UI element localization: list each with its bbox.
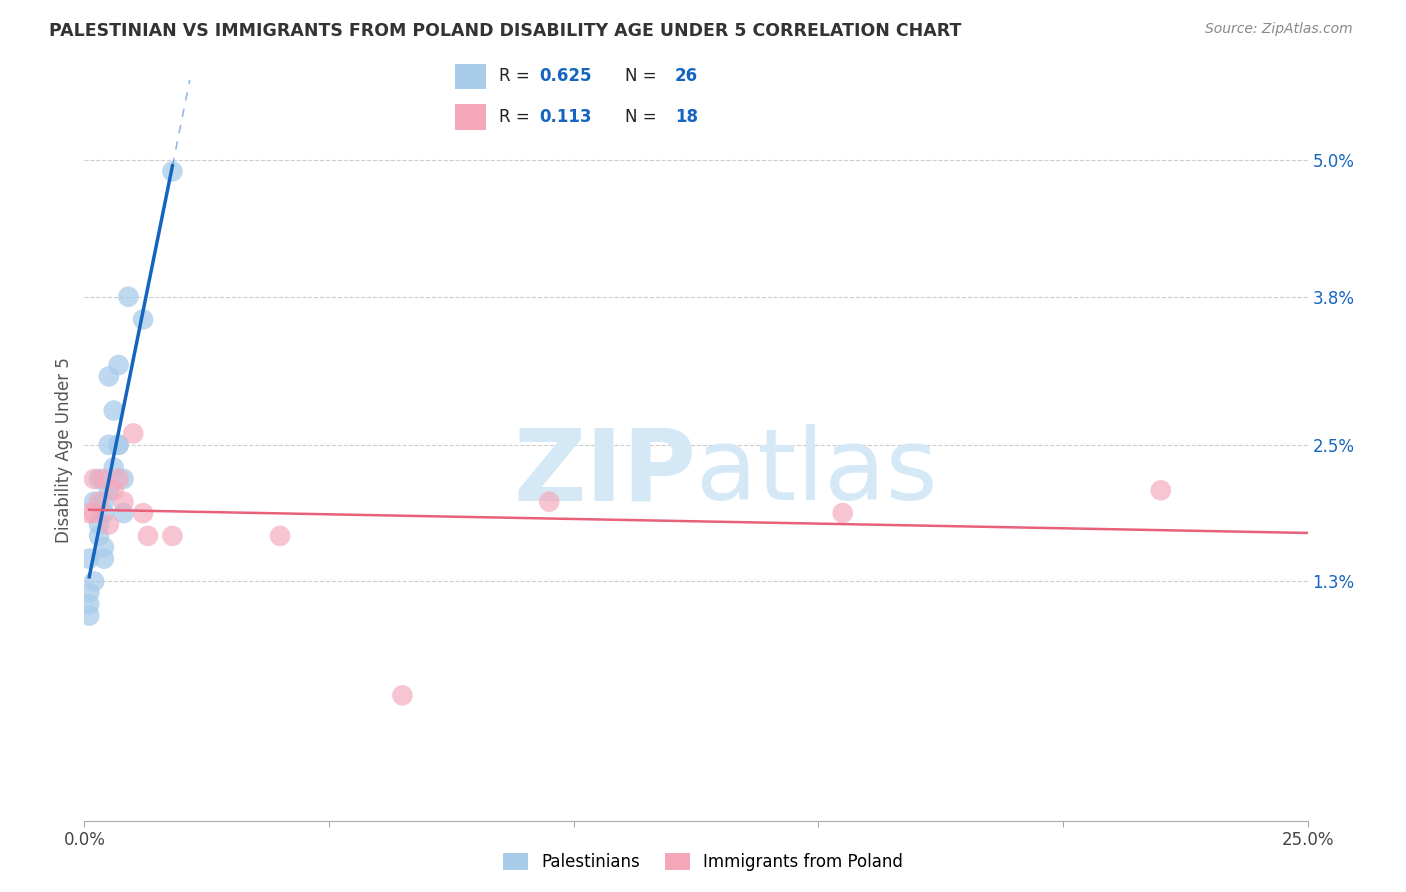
Point <box>97 369 120 384</box>
Point <box>97 517 120 532</box>
Point <box>122 426 145 441</box>
Text: N =: N = <box>626 68 662 86</box>
Point <box>97 438 120 452</box>
Point <box>87 517 110 532</box>
Point <box>132 312 155 326</box>
Point <box>107 472 129 486</box>
Text: 0.625: 0.625 <box>538 68 592 86</box>
Point <box>83 574 105 589</box>
Point <box>132 506 155 520</box>
Point <box>93 472 115 486</box>
Point <box>87 529 110 543</box>
Text: 26: 26 <box>675 68 697 86</box>
Point <box>93 541 115 555</box>
Point <box>77 597 100 611</box>
Point <box>87 472 110 486</box>
Text: 0.113: 0.113 <box>538 108 592 126</box>
Text: Source: ZipAtlas.com: Source: ZipAtlas.com <box>1205 22 1353 37</box>
Point <box>112 472 135 486</box>
Point <box>77 506 100 520</box>
Point <box>93 494 115 508</box>
Point <box>269 529 291 543</box>
Point <box>103 460 125 475</box>
Point <box>93 551 115 566</box>
Y-axis label: Disability Age Under 5: Disability Age Under 5 <box>55 358 73 543</box>
Point <box>83 506 105 520</box>
Point <box>107 438 129 452</box>
Point <box>83 494 105 508</box>
Point <box>538 494 561 508</box>
Point <box>162 164 184 178</box>
Text: PALESTINIAN VS IMMIGRANTS FROM POLAND DISABILITY AGE UNDER 5 CORRELATION CHART: PALESTINIAN VS IMMIGRANTS FROM POLAND DI… <box>49 22 962 40</box>
Point <box>103 483 125 498</box>
Text: R =: R = <box>499 108 540 126</box>
Point <box>97 483 120 498</box>
Point <box>77 586 100 600</box>
Point <box>83 472 105 486</box>
Point <box>136 529 159 543</box>
Point <box>112 506 135 520</box>
Point <box>831 506 853 520</box>
Point <box>117 290 139 304</box>
Point <box>103 403 125 417</box>
Point <box>77 608 100 623</box>
Text: ZIP: ZIP <box>513 425 696 521</box>
Point <box>93 506 115 520</box>
Text: R =: R = <box>499 68 534 86</box>
Point <box>1150 483 1173 498</box>
Point <box>107 358 129 372</box>
Point <box>162 529 184 543</box>
Point <box>391 689 413 703</box>
Text: 18: 18 <box>675 108 697 126</box>
Point <box>87 494 110 508</box>
Text: N =: N = <box>626 108 662 126</box>
Point <box>77 551 100 566</box>
Legend: Palestinians, Immigrants from Poland: Palestinians, Immigrants from Poland <box>495 845 911 880</box>
FancyBboxPatch shape <box>456 104 486 130</box>
Text: atlas: atlas <box>696 425 938 521</box>
Point <box>112 494 135 508</box>
Point <box>107 438 129 452</box>
FancyBboxPatch shape <box>456 63 486 89</box>
